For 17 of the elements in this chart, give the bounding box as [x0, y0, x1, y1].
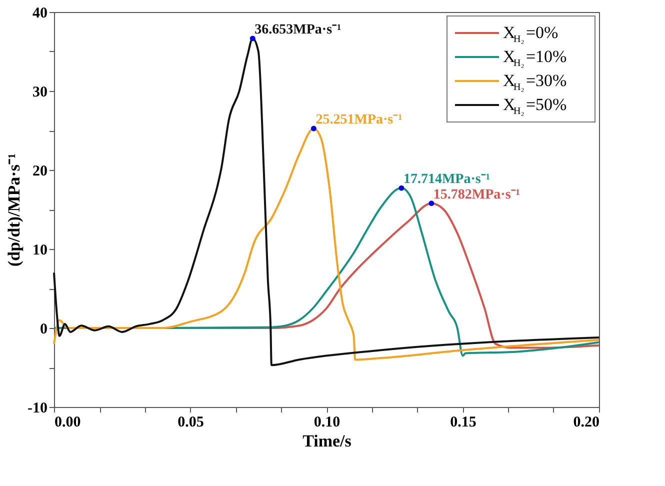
- y-tick-label: 30: [32, 84, 48, 100]
- y-tick-label: 20: [32, 164, 48, 180]
- x-tick-label: 0.20: [573, 414, 600, 430]
- x-tick-label: 0.05: [178, 414, 204, 430]
- y-tick-label: -10: [28, 400, 48, 416]
- x-tick-label: 0.10: [314, 414, 340, 430]
- y-tick-label: 10: [32, 242, 48, 258]
- annotation: 36.653MPa·s⁻¹: [254, 22, 342, 38]
- x-tick-label: 0.15: [450, 414, 476, 430]
- x-axis-title: Time/s: [302, 432, 352, 450]
- x-tick-label: 0.00: [54, 414, 81, 430]
- annotation: 25.251MPa·s⁻¹: [316, 112, 402, 128]
- y-tick-label: 0: [40, 322, 48, 338]
- y-tick-label: 40: [32, 6, 48, 22]
- annotation: 17.714MPa·s⁻¹: [403, 172, 490, 188]
- annotation: 15.782MPa·s⁻¹: [433, 187, 520, 202]
- y-axis-title: (dp/dt)/MPa·s⁻¹: [4, 153, 24, 267]
